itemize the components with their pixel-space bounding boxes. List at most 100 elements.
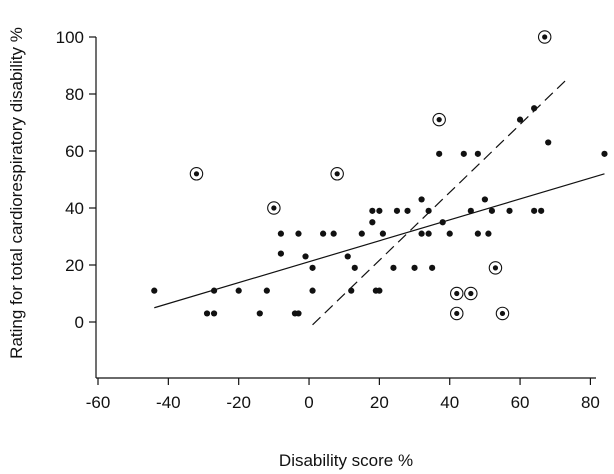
data-point: [358, 230, 365, 237]
circled-data-point: [450, 306, 464, 321]
x-tick-label: 80: [581, 393, 600, 412]
x-axis-label: Disability score %: [279, 451, 413, 470]
circled-data-point: [330, 167, 344, 181]
data-point: [429, 264, 436, 271]
circled-data-point: [189, 167, 204, 181]
data-point: [369, 219, 376, 226]
data-point: [446, 230, 453, 237]
point-dot: [454, 310, 460, 317]
data-point: [256, 310, 263, 317]
y-tick-label: 60: [65, 142, 84, 161]
x-tick-label: -40: [156, 393, 181, 412]
circled-data-point: [267, 201, 281, 215]
point-ring: [495, 306, 510, 321]
circled-data-point: [537, 30, 552, 44]
data-point: [379, 230, 386, 237]
data-point: [439, 219, 446, 226]
point-ring: [464, 286, 478, 301]
point-dot: [542, 34, 548, 40]
x-tick-label: 20: [370, 393, 389, 412]
data-point: [203, 310, 211, 317]
solid-regression-line: [154, 173, 605, 309]
circled-data-point: [495, 306, 510, 321]
data-point: [418, 196, 425, 203]
data-point: [320, 230, 327, 237]
point-ring: [432, 112, 446, 127]
y-tick-label: 20: [65, 256, 84, 275]
data-point: [277, 230, 284, 237]
data-point: [418, 230, 425, 237]
data-point: [344, 253, 351, 260]
x-ticks: -60 -40 -20 0 20 40 60 80: [86, 378, 600, 412]
data-point: [330, 230, 337, 237]
data-point: [210, 310, 218, 317]
data-point: [151, 287, 158, 294]
point-ring: [450, 306, 464, 321]
y-tick-label: 40: [65, 199, 84, 218]
data-point: [351, 264, 358, 271]
circled-data-point: [450, 286, 464, 301]
data-point: [210, 287, 218, 294]
x-tick-label: 0: [304, 393, 313, 412]
point-ring: [450, 286, 464, 301]
y-tick-label: 0: [75, 313, 84, 332]
data-point: [404, 207, 411, 214]
point-dot: [334, 171, 340, 177]
data-point: [376, 287, 383, 294]
data-point: [516, 116, 524, 123]
data-point: [393, 207, 401, 214]
data-point: [348, 287, 355, 294]
x-tick-label: -20: [226, 393, 251, 412]
data-point: [474, 150, 481, 157]
circled-data-point: [464, 286, 478, 301]
data-point: [369, 207, 376, 214]
point-dot: [492, 265, 499, 271]
y-axis-label: Rating for total cardiorespiratory disab…: [7, 27, 26, 359]
point-ring: [189, 167, 204, 181]
data-point: [545, 139, 552, 146]
data-point: [309, 287, 316, 294]
data-point: [460, 150, 467, 157]
x-tick-label: 60: [511, 393, 530, 412]
point-dot: [454, 290, 460, 297]
x-tick-label: -60: [86, 393, 111, 412]
point-dot: [193, 171, 200, 177]
point-ring: [267, 201, 281, 215]
data-point: [376, 207, 383, 214]
circled-data-point: [432, 112, 446, 127]
point-ring: [330, 167, 344, 181]
data-point: [425, 207, 432, 214]
data-point: [531, 207, 538, 214]
data-point: [295, 310, 302, 317]
point-dot: [271, 205, 277, 211]
y-ticks: 0 20 40 60 80 100: [56, 28, 96, 332]
data-point: [235, 287, 242, 294]
data-point: [601, 150, 608, 157]
data-point: [411, 264, 418, 271]
data-point: [481, 196, 488, 203]
data-point: [485, 230, 492, 237]
point-ring: [537, 30, 552, 44]
data-point: [309, 264, 316, 271]
point-dot: [468, 290, 474, 297]
data-point: [436, 150, 443, 157]
circled-data-point: [488, 261, 503, 275]
data-points: [151, 30, 608, 321]
fit-lines: [154, 76, 605, 326]
data-point: [538, 207, 545, 214]
point-ring: [488, 261, 503, 275]
data-point: [506, 207, 513, 214]
data-point: [531, 105, 538, 112]
point-dot: [436, 117, 442, 123]
point-dot: [499, 310, 506, 317]
y-tick-label: 80: [65, 85, 84, 104]
data-point: [390, 264, 397, 271]
y-tick-label: 100: [56, 28, 84, 47]
data-point: [302, 253, 309, 260]
data-point: [488, 207, 496, 214]
data-point: [263, 287, 270, 294]
x-axis: -60 -40 -20 0 20 40 60 80: [86, 377, 600, 412]
data-point: [467, 207, 474, 214]
dashed-regression-line: [312, 76, 570, 326]
